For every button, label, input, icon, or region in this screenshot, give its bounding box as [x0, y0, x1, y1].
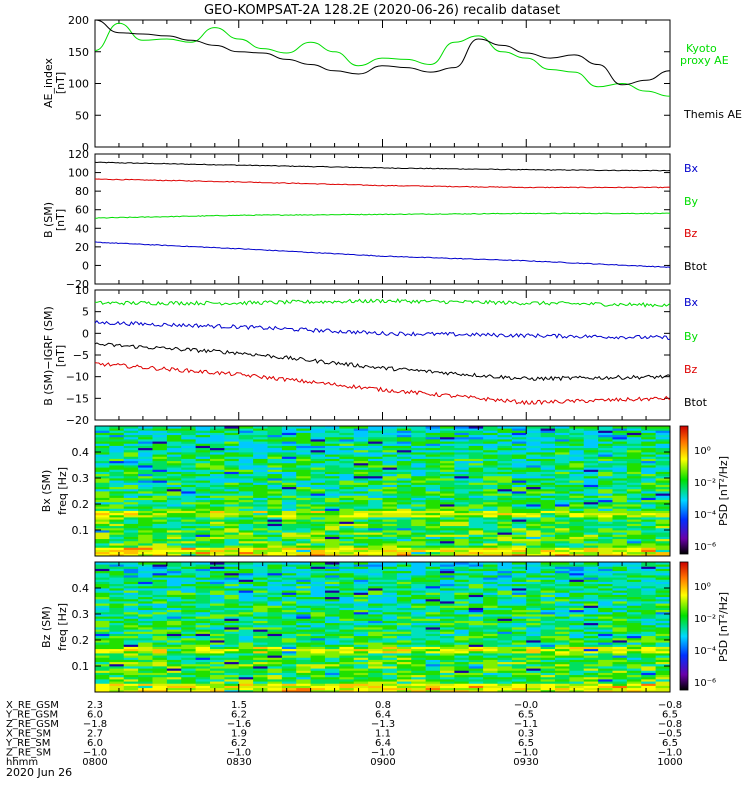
- db-y-tick-label: −20: [66, 414, 89, 427]
- ae-y-tick-label: 100: [68, 78, 89, 91]
- b-plot-frame: [95, 154, 670, 284]
- db-legend-btot: Btot: [684, 396, 708, 409]
- b-unit: [nT]: [54, 209, 67, 231]
- db-y-tick-label: 10: [75, 284, 89, 297]
- db-legend-bz: Bz: [684, 363, 698, 376]
- b-y-tick-label: 120: [68, 148, 89, 161]
- db-y-tick-label: 0: [82, 327, 89, 340]
- db-y-tick-label: −10: [66, 371, 89, 384]
- bx-spec-ylabel: Bx (SM): [40, 470, 53, 513]
- b-legend-bx: Bx: [684, 162, 699, 175]
- ae-unit: [nT]: [54, 72, 67, 94]
- figure-title: GEO-KOMPSAT-2A 128.2E (2020-06-26) recal…: [204, 3, 560, 18]
- b-y-tick-label: 0: [82, 259, 89, 272]
- bx-spec-y-tick-label: 0.2: [72, 498, 90, 511]
- db-legend-by: By: [684, 330, 699, 343]
- db-series: [95, 299, 670, 404]
- db-bx-line: [95, 321, 670, 340]
- ae-themis-ae-line: [95, 20, 670, 85]
- bx-colorbar: [680, 426, 688, 554]
- bz-spectrogram-panel: 0.10.20.30.4 Bz (SM) freq [Hz] 10⁰ 10⁻² …: [40, 562, 730, 692]
- bx-spec-ylabel2: freq [Hz]: [56, 467, 69, 515]
- b-y-tick-label: 20: [75, 241, 89, 254]
- bx-colorbar-ticks: 10⁰ 10⁻² 10⁻⁴ 10⁻⁶: [694, 446, 716, 553]
- b-btot-line: [95, 162, 670, 171]
- b-legend-bz: Bz: [684, 227, 698, 240]
- db-y-tick-label: 5: [82, 306, 89, 319]
- b-y-tick-label: 80: [75, 185, 89, 198]
- bx-spec-y-tick-label: 0.4: [72, 446, 90, 459]
- b-bz-line: [95, 179, 670, 188]
- ae-y-tick-label: 150: [68, 46, 89, 59]
- bz-spectrogram-cells: [95, 562, 670, 692]
- b-legend-btot: Btot: [684, 260, 708, 273]
- ae-y-tick-label: 200: [68, 14, 89, 27]
- bx-spec-y-tick-label: 0.1: [72, 524, 90, 537]
- bx-cbar-tick: 10⁰: [694, 446, 711, 457]
- ae-series: [95, 20, 670, 96]
- ae-legend-proxy: proxy AE: [680, 54, 729, 67]
- bx-cbar-tick: 10⁻⁶: [694, 542, 716, 553]
- ae-legend-themis: Themis AE: [683, 108, 742, 121]
- bx-spectrogram-cells: [95, 426, 670, 556]
- b-by-line: [95, 213, 670, 218]
- db-btot-line: [95, 343, 670, 380]
- b-bx-line: [95, 242, 670, 268]
- ae-kyoto-proxy-ae-line: [95, 23, 670, 96]
- b-series: [95, 162, 670, 267]
- ae-y-tick-label: 50: [75, 109, 89, 122]
- bx-cbar-tick: 10⁻⁴: [694, 510, 716, 521]
- db-y-tick-label: −5: [73, 349, 89, 362]
- bx-cbar-tick: 10⁻²: [694, 478, 716, 489]
- db-unit: [nT]: [54, 345, 67, 367]
- bx-spec-y-tick-label: 0.3: [72, 472, 90, 485]
- b-y-tick-label: 60: [75, 204, 89, 217]
- db-by-line: [95, 299, 670, 307]
- db-y-tick-label: −15: [66, 392, 89, 405]
- bx-spectrogram-panel: 0.1 0.2 0.3 0.4 Bx (SM) freq [Hz] 10⁰ 10⁻² …: [40, 426, 730, 556]
- bx-colorbar-label: PSD [nT²/Hz]: [717, 456, 730, 526]
- db-y-ticks: −20 −15 −10 −5 0 5 10: [66, 284, 670, 427]
- b-legend-by: By: [684, 195, 699, 208]
- db-bz-line: [95, 363, 670, 405]
- b-y-tick-label: 40: [75, 222, 89, 235]
- db-legend-bx: Bx: [684, 296, 699, 309]
- b-x-ticks: [95, 154, 670, 284]
- b-y-tick-label: 100: [68, 167, 89, 180]
